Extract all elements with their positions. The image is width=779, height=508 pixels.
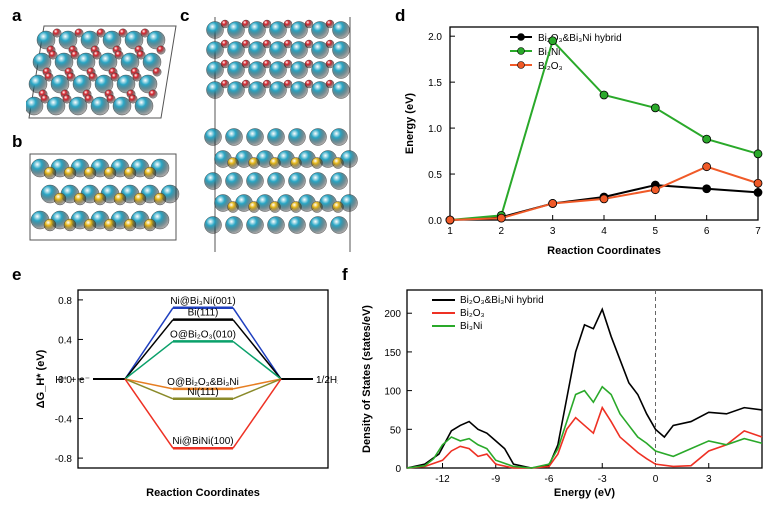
svg-text:200: 200 (384, 309, 401, 320)
svg-text:Reaction Coordinates: Reaction Coordinates (547, 245, 661, 257)
svg-text:3: 3 (706, 474, 712, 485)
svg-text:H⁺ + e⁻: H⁺ + e⁻ (55, 375, 90, 386)
svg-text:3: 3 (550, 226, 556, 237)
panel-d-chart: 1 2 3 4 5 6 7 0.0 0.5 1.0 1.5 2.0 Reaction Coordinat… (395, 12, 770, 260)
svg-text:-0.4: -0.4 (55, 415, 73, 426)
svg-text:-3: -3 (598, 474, 607, 485)
svg-text:150: 150 (384, 348, 401, 359)
svg-text:1.5: 1.5 (428, 78, 442, 89)
panel-e-chart: -0.8-0.40.00.40.8Reaction CoordinatesΔG_… (28, 278, 338, 502)
svg-text:1/2H₂(g): 1/2H₂(g) (316, 375, 338, 386)
svg-text:-9: -9 (491, 474, 500, 485)
svg-text:7: 7 (755, 226, 761, 237)
svg-text:Energy (eV): Energy (eV) (554, 487, 615, 499)
svg-text:-6: -6 (545, 474, 554, 485)
svg-text:5: 5 (653, 226, 659, 237)
svg-text:-0.8: -0.8 (55, 454, 73, 465)
svg-text:0: 0 (395, 464, 401, 475)
svg-text:50: 50 (390, 425, 402, 436)
panel-f-chart: -12 -9 -6 -3 0 3 0 50 100 150 200 Energy (eV) Densit… (352, 278, 772, 502)
svg-text:O@Bi₂O₃(010): O@Bi₂O₃(010) (170, 329, 236, 340)
panel-f-label: f (342, 265, 348, 285)
svg-text:Energy (eV): Energy (eV) (404, 93, 416, 154)
svg-text:4: 4 (601, 226, 607, 237)
panel-a-label: a (12, 6, 21, 26)
svg-text:Ni@Bi₃Ni(001): Ni@Bi₃Ni(001) (170, 296, 235, 307)
svg-text:Density of States (states/eV): Density of States (states/eV) (361, 305, 373, 453)
svg-text:100: 100 (384, 387, 401, 398)
panel-c-label: c (180, 6, 189, 26)
panel-a-structure (26, 18, 181, 130)
panel-b-structure (26, 148, 181, 248)
svg-text:Ni@BiNi(100): Ni@BiNi(100) (172, 436, 233, 447)
svg-text:Bi(111): Bi(111) (188, 308, 219, 319)
svg-text:0.0: 0.0 (428, 216, 442, 227)
svg-text:Bi₂O₃&Bi₃Ni hybrid: Bi₂O₃&Bi₃Ni hybrid (460, 295, 544, 306)
svg-text:0.8: 0.8 (58, 296, 72, 307)
svg-text:1.0: 1.0 (428, 124, 442, 135)
panel-b-label: b (12, 132, 22, 152)
svg-text:1: 1 (447, 226, 453, 237)
svg-text:2: 2 (499, 226, 505, 237)
svg-text:Bi₂O₃: Bi₂O₃ (460, 308, 485, 319)
svg-text:6: 6 (704, 226, 710, 237)
svg-text:Ni(111): Ni(111) (187, 387, 218, 398)
svg-text:-12: -12 (435, 474, 450, 485)
svg-text:0.5: 0.5 (428, 170, 442, 181)
svg-text:Reaction Coordinates: Reaction Coordinates (146, 487, 260, 499)
svg-text:Bi₂O₃: Bi₂O₃ (538, 61, 563, 72)
panel-c-structure (195, 12, 370, 257)
svg-text:0.4: 0.4 (58, 335, 72, 346)
svg-text:0: 0 (653, 474, 659, 485)
svg-text:Bi₃Ni: Bi₃Ni (460, 321, 482, 332)
svg-text:2.0: 2.0 (428, 32, 442, 43)
panel-e-label: e (12, 265, 21, 285)
svg-text:ΔG_H* (eV): ΔG_H* (eV) (35, 349, 47, 408)
